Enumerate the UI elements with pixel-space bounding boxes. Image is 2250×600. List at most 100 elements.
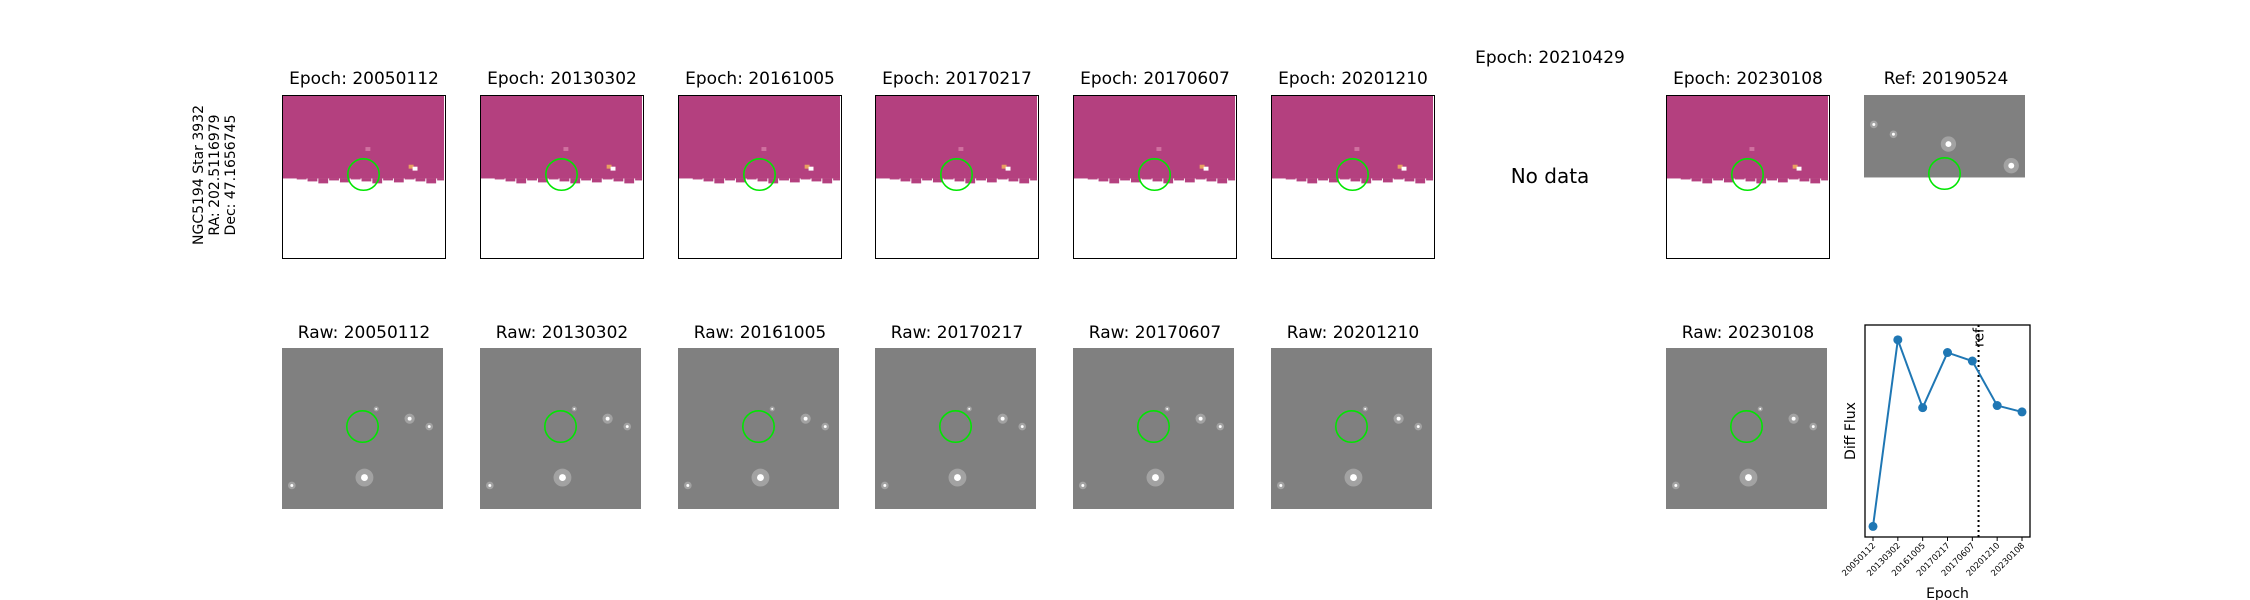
diff-edge-pixel (1339, 178, 1350, 180)
diff-image (679, 96, 840, 179)
raw-panel (1073, 348, 1237, 512)
star-point (1000, 416, 1005, 421)
diff-edge-pixel (307, 178, 318, 182)
diff-panel-title: Epoch: 20170217 (882, 69, 1032, 89)
raw-panel (678, 348, 842, 512)
diff-edge-pixel (889, 178, 900, 180)
diff-residual (1397, 164, 1403, 169)
raw-panel-title: Raw: 20230108 (1681, 323, 1815, 343)
diff-residual (610, 166, 616, 171)
data-point (2017, 407, 2027, 417)
diff-residual (1203, 166, 1209, 171)
raw-panel-title: Raw: 20201210 (1286, 323, 1420, 343)
star-point (1811, 425, 1815, 429)
diff-edge-pixel (1713, 178, 1723, 181)
diff-edge-pixel (725, 178, 735, 181)
diff-edge-pixel (613, 178, 624, 182)
diff-panel-title: Epoch: 20050112 (289, 69, 439, 89)
star-point (1791, 416, 1796, 421)
diff-edge-pixel (1296, 178, 1307, 182)
diff-edge-pixel (537, 178, 548, 183)
diff-edge-pixel (1393, 178, 1404, 180)
diff-edge-pixel (635, 178, 642, 181)
diff-edge-pixel (800, 178, 811, 180)
diff-edge-pixel (822, 178, 833, 184)
diff-panel-title: Epoch: 20130302 (487, 69, 637, 89)
raw-panel-title: Raw: 20170607 (1088, 323, 1222, 343)
diff-panel (282, 95, 446, 259)
y-axis-label: Diff Flux (1843, 402, 1859, 460)
diff-edge-pixel (1415, 178, 1426, 184)
diff-panel (678, 95, 842, 259)
diff-edge-pixel (318, 178, 329, 184)
aperture-circle (1335, 410, 1368, 444)
diff-edge-pixel (1821, 178, 1828, 181)
diff-panel (875, 95, 1039, 259)
diff-image (1074, 96, 1235, 179)
diff-edge-pixel (1217, 178, 1228, 184)
star-point (1020, 425, 1024, 429)
aperture-circle (1137, 410, 1170, 444)
diff-edge-pixel (581, 178, 591, 181)
diff-edge-pixel (692, 178, 703, 180)
star-point (1350, 474, 1357, 482)
diff-edge-pixel (339, 178, 350, 183)
diff-edge-pixel (1141, 178, 1152, 180)
raw-panel-title: Raw: 20130302 (495, 323, 629, 343)
aperture-circle (347, 158, 380, 192)
diff-edge-pixel (415, 178, 426, 182)
diff-edge-pixel (1184, 178, 1195, 183)
raw-panel-title: Raw: 20050112 (297, 323, 431, 343)
diff-edge-pixel (1228, 178, 1235, 181)
data-point (1918, 403, 1928, 413)
star-point (823, 425, 827, 429)
diff-residual (1001, 164, 1007, 169)
star-point (1945, 141, 1952, 148)
aperture-circle (1731, 158, 1764, 192)
aperture-circle (1336, 158, 1369, 192)
diff-edge-pixel (350, 178, 361, 180)
star-point (573, 407, 576, 410)
star-point (1674, 483, 1678, 487)
diff-edge-pixel (1799, 178, 1810, 182)
aperture-circle (346, 410, 379, 444)
star-point (686, 483, 690, 487)
star-point (771, 407, 774, 410)
star-point (375, 407, 378, 410)
star-point (407, 416, 412, 421)
diff-residual (1199, 164, 1205, 169)
star-point (427, 425, 431, 429)
star-point (1745, 474, 1752, 482)
diff-edge-pixel (591, 178, 602, 183)
star-point (757, 474, 764, 482)
diff-edge-pixel (911, 178, 922, 184)
diff-edge-pixel (494, 178, 505, 180)
diff-panel-title: Epoch: 20170607 (1080, 69, 1230, 89)
diff-residual (804, 164, 810, 169)
aperture-circle (1730, 410, 1763, 444)
diff-image (876, 96, 1037, 179)
diff-edge-pixel (1702, 178, 1713, 184)
diff-edge-pixel (1723, 178, 1734, 183)
diff-edge-pixel (1109, 178, 1120, 184)
aperture-circle (545, 158, 578, 192)
raw-panel (1271, 348, 1435, 512)
diff-edge-pixel (1691, 178, 1702, 182)
diff-edge-pixel (1318, 178, 1328, 181)
diff-edge-pixel (624, 178, 635, 184)
diff-edge-pixel (1788, 178, 1799, 180)
reference-panel-title: Ref: 20190524 (1883, 69, 2009, 89)
diff-edge-pixel (1404, 178, 1415, 182)
diff-residual (365, 147, 371, 151)
diff-edge-pixel (735, 178, 746, 183)
star-point (1218, 425, 1222, 429)
diff-edge-pixel (789, 178, 800, 183)
star-point (954, 474, 961, 482)
diff-edge-pixel (811, 178, 822, 182)
diff-residual (563, 147, 569, 151)
aperture-circle (743, 158, 776, 192)
star-point (1872, 122, 1876, 126)
diff-edge-pixel (900, 178, 911, 182)
diff-edge-pixel (1174, 178, 1184, 181)
diff-image (481, 96, 642, 179)
